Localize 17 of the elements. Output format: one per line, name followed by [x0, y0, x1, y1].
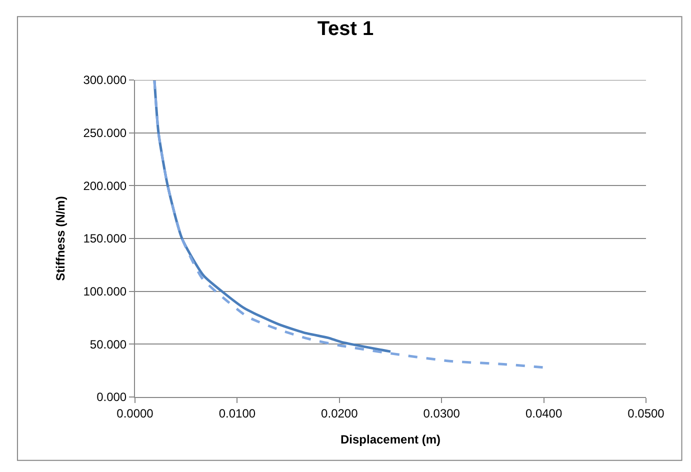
line-series — [153, 80, 544, 369]
y-axis-title: Stiffness (N/m) — [54, 196, 68, 281]
y-tick-label: 200.000 — [83, 178, 127, 193]
y-tick-label: 50.000 — [90, 337, 127, 352]
y-tick-label: 250.000 — [83, 126, 127, 140]
y-tick-label: 150.000 — [83, 232, 127, 246]
x-axis-title: Displacement (m) — [340, 432, 441, 446]
x-tick-label: 0.0500 — [628, 406, 665, 420]
chart-title: Test 1 — [317, 18, 374, 40]
x-tick-label: 0.0000 — [116, 406, 154, 420]
x-tick-label: 0.0400 — [525, 406, 562, 420]
x-tick-label: 0.0200 — [321, 406, 358, 420]
y-tick-label: 0.000 — [96, 390, 127, 404]
y-tick-label: 300.000 — [83, 73, 127, 88]
y-tick-label: 100.000 — [83, 284, 127, 299]
x-tick-label: 0.0100 — [218, 406, 256, 420]
x-tick-label: 0.0300 — [423, 406, 460, 420]
